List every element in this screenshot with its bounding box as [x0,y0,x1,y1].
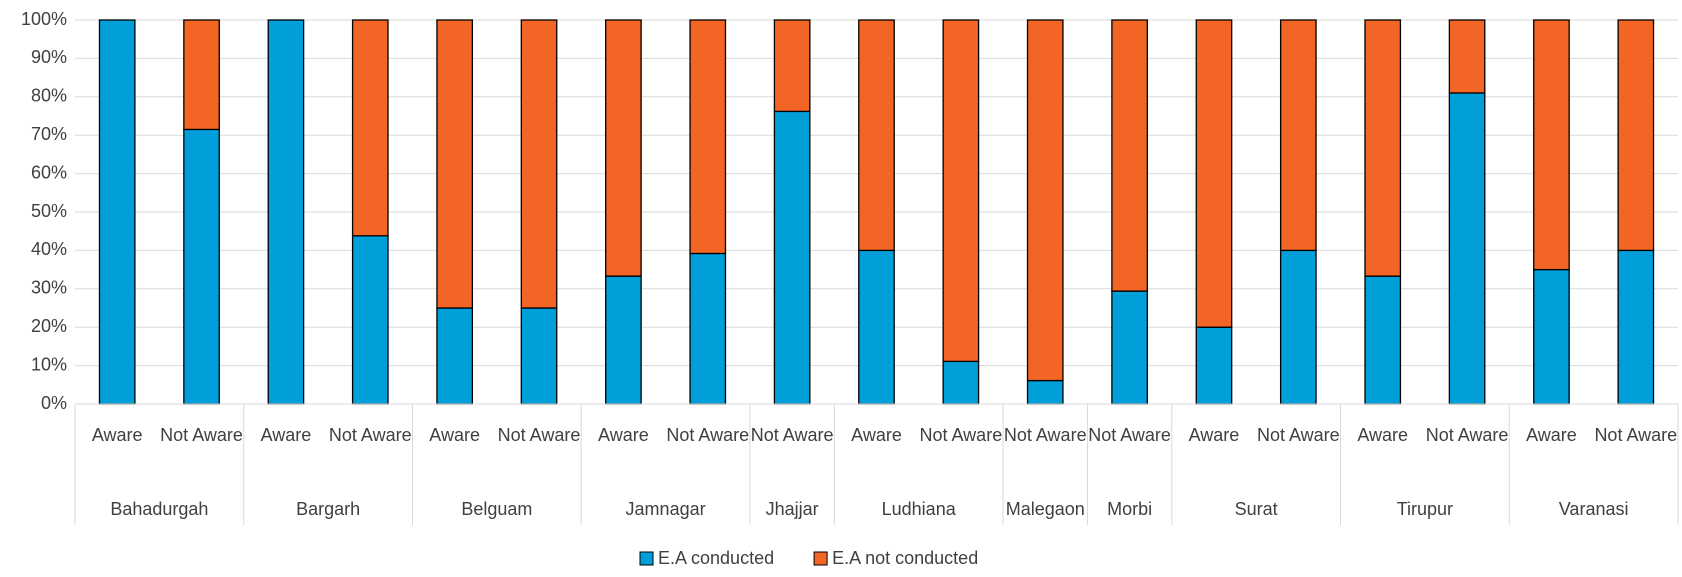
x-tick-label: Not Aware [1425,425,1509,445]
bar-segment [1195,326,1233,405]
bar-segment [351,235,389,405]
y-tick-label: 30% [31,278,67,298]
bar-segment [605,19,642,277]
group-label: Belguam [461,499,532,519]
y-tick-label: 70% [31,124,67,144]
bar-segment [183,128,220,405]
x-tick-label: Not Aware [1594,425,1678,445]
bar-segment [1448,92,1486,405]
legend-swatch [813,551,828,566]
bar-segment [1195,19,1233,328]
x-tick-label: Not Aware [750,425,834,445]
bar-segment [1279,19,1317,252]
bar-segment [858,249,895,405]
x-tick-label: Aware [260,425,312,445]
bar-segment [773,110,811,405]
x-tick-label: Aware [1357,425,1409,445]
bar-segment [1279,249,1317,405]
x-tick-label: Aware [429,425,480,445]
bar-segment [1617,19,1655,252]
bar-segment [773,19,811,113]
x-tick-label: Not Aware [328,425,412,445]
group-label: Ludhiana [882,499,957,519]
x-tick-label: Not Aware [1256,425,1340,445]
bar-segment [1533,19,1570,271]
legend-label: E.A not conducted [832,548,978,568]
bar-segment [267,19,305,405]
x-tick-label: Not Aware [1088,425,1171,445]
y-tick-label: 40% [31,239,67,259]
group-label: Bahadurgah [110,499,208,519]
y-tick-label: 60% [31,162,67,182]
group-label: Bargarh [296,499,360,519]
bar-segment [1111,19,1148,292]
group-label: Tirupur [1397,499,1453,519]
bar-segment [1364,19,1402,277]
group-label: Morbi [1107,499,1152,519]
bar-segment [605,275,642,405]
x-tick-label: Not Aware [1003,425,1087,445]
bar-segment [351,19,389,237]
y-tick-label: 20% [31,316,67,336]
group-label: Jamnagar [626,499,706,519]
x-tick-label: Aware [91,425,143,445]
bar-segment [1364,275,1402,405]
bar-segment [1026,379,1064,405]
bar-segment [1111,290,1148,405]
bar-segment [689,252,727,405]
bar-segment [1448,19,1486,94]
x-tick-label: Not Aware [160,425,243,445]
x-tick-label: Not Aware [497,425,581,445]
bar-segment [1533,268,1570,405]
bar-segment [1617,249,1655,405]
group-label: Surat [1235,499,1278,519]
y-tick-label: 50% [31,201,67,221]
bar-segment [436,307,474,405]
bar-segment [689,19,727,255]
x-tick-label: Aware [1188,425,1240,445]
x-tick-label: Aware [1526,425,1577,445]
group-label: Malegaon [1006,499,1085,519]
y-tick-label: 0% [41,393,67,413]
y-tick-label: 10% [31,354,67,374]
bar-segment [520,19,558,309]
group-label: Jhajjar [766,499,819,519]
bar-segment [942,19,980,363]
y-tick-label: 80% [31,86,67,106]
bar-segment [436,19,474,309]
x-tick-label: Aware [598,425,649,445]
bar-segment [858,19,895,252]
y-tick-label: 90% [31,47,67,67]
bar-segment [942,360,980,405]
legend-swatch [639,551,654,566]
y-tick-label: 100% [21,9,67,29]
x-tick-label: Aware [851,425,902,445]
bar-segment [98,19,136,405]
x-tick-label: Not Aware [666,425,750,445]
bar-segment [1026,19,1064,382]
legend-label: E.A conducted [658,548,774,568]
bar-segment [520,307,558,405]
x-tick-label: Not Aware [919,425,1003,445]
bar-segment [183,19,220,131]
group-label: Varanasi [1559,499,1629,519]
